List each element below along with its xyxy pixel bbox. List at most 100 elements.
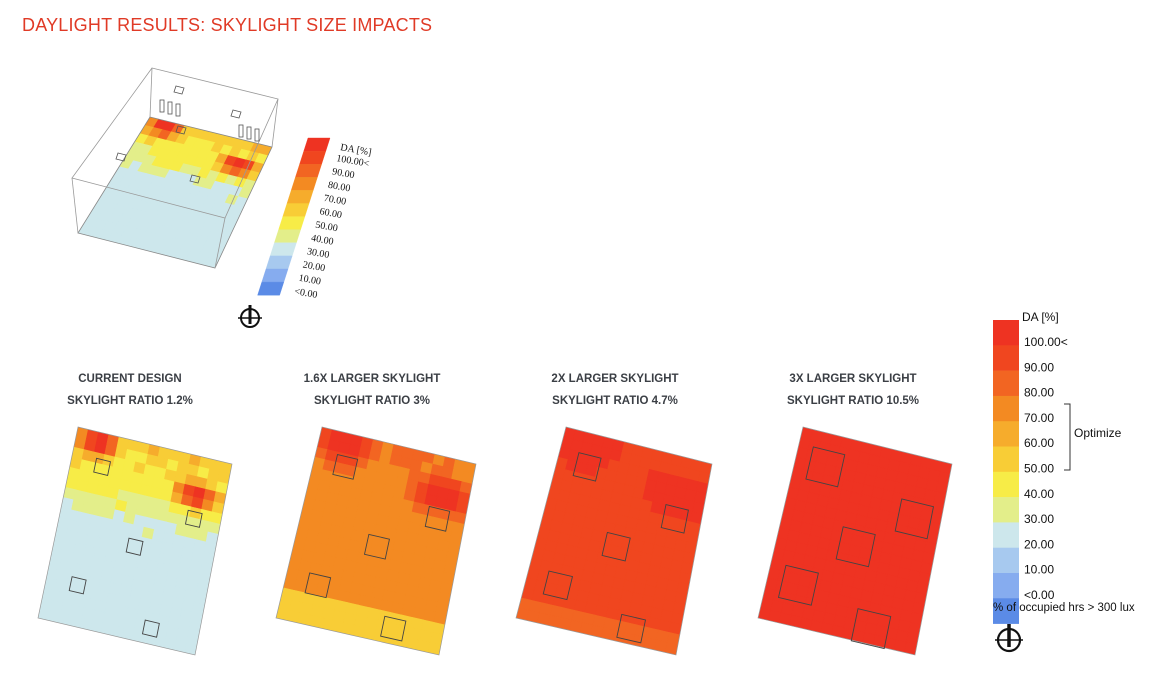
- legend-label: 100.00<: [1024, 335, 1068, 349]
- skylight-outline: [332, 453, 359, 480]
- small-legend-title: DA [%]: [339, 142, 372, 158]
- legend-label: 60.00: [1024, 436, 1054, 450]
- floor-plan-heatmap: [758, 427, 952, 655]
- iso-box-wireframe: [71, 67, 279, 269]
- legend-label: 70.00: [1024, 411, 1054, 425]
- floor-plans: [37, 426, 953, 656]
- legend-swatch: [993, 446, 1019, 473]
- small-legend-swatch: [257, 281, 285, 296]
- skylight-outline: [380, 615, 407, 642]
- legend-label: 20.00: [1024, 537, 1054, 551]
- legend-swatch: [993, 522, 1019, 548]
- skylight-outline: [805, 446, 846, 488]
- panel-title: 1.6X LARGER SKYLIGHT: [303, 373, 441, 385]
- legend-swatch: [993, 345, 1019, 371]
- panel-caption-current: CURRENT DESIGN SKYLIGHT RATIO 1.2%: [30, 368, 230, 412]
- skylight-outline: [660, 504, 689, 534]
- legend-swatch: [993, 320, 1019, 346]
- optimize-bracket: Optimize: [1064, 403, 1122, 471]
- legend-label: <0.00: [1024, 588, 1055, 602]
- legend-swatch: [993, 598, 1019, 624]
- floor-plan-outline: [515, 426, 713, 656]
- skylight-outline: [125, 537, 144, 556]
- legend-label: 30.00: [1024, 512, 1054, 526]
- legend-label: 90.00: [1024, 360, 1054, 374]
- floor-plan-heatmap: [516, 427, 712, 655]
- panel-caption-1-6x: 1.6X LARGER SKYLIGHT SKYLIGHT RATIO 3%: [272, 368, 472, 412]
- panel-caption-2x: 2X LARGER SKYLIGHT SKYLIGHT RATIO 4.7%: [515, 368, 715, 412]
- panel-title: 2X LARGER SKYLIGHT: [551, 373, 679, 385]
- skylight-outline: [572, 452, 602, 482]
- heatmap-cell: [664, 642, 679, 655]
- floor-plan-outline: [37, 426, 233, 656]
- skylight-outline: [601, 531, 631, 562]
- legend-swatch: [993, 497, 1019, 523]
- legend-label: 80.00: [1024, 386, 1054, 400]
- skylight-outline: [141, 619, 160, 638]
- legend-unit-note: % of occupied hrs > 300 lux: [993, 602, 1135, 614]
- legend-label: 10.00: [1024, 563, 1054, 577]
- heatmap-cell: [904, 642, 918, 655]
- skylight-outline: [777, 564, 819, 606]
- small-legend-label: 50.00: [314, 220, 338, 235]
- heatmap-cell: [427, 642, 442, 655]
- panel-ratio: SKYLIGHT RATIO 1.2%: [67, 395, 193, 407]
- skylight-outline: [68, 576, 87, 595]
- small-legend-label: 40.00: [310, 233, 334, 248]
- skylight-outline: [363, 533, 390, 560]
- floor-plan-heatmap: [276, 427, 476, 655]
- optimize-label: Optimize: [1074, 426, 1122, 440]
- small-legend-label: 90.00: [331, 166, 355, 181]
- legend-swatch: [993, 471, 1019, 498]
- page-title: DAYLIGHT RESULTS: SKYLIGHT SIZE IMPACTS: [22, 15, 433, 35]
- isometric-room-model: [71, 67, 279, 269]
- skylight-outline: [542, 570, 574, 601]
- skylight-outline: [835, 526, 876, 568]
- north-arrow-icon: [995, 624, 1023, 653]
- skylight-outline: [850, 608, 892, 650]
- skylight-outline: [184, 509, 203, 528]
- small-legend-label: 70.00: [323, 193, 347, 208]
- small-legend-label: <0.00: [293, 286, 318, 301]
- small-legend-swatch: [299, 150, 327, 165]
- small-legend-label: 60.00: [319, 206, 343, 221]
- small-legend-swatch: [295, 163, 322, 178]
- legend-label: 50.00: [1024, 462, 1054, 476]
- iso-skylights: [115, 85, 260, 184]
- legend-swatch: [993, 573, 1019, 599]
- small-legend-label: 20.00: [302, 260, 326, 275]
- skylight-outline: [894, 498, 934, 540]
- panel-ratio: SKYLIGHT RATIO 3%: [313, 395, 431, 407]
- legend-swatch: [993, 421, 1019, 447]
- small-legend-swatch: [282, 203, 310, 217]
- small-legend-swatch: [286, 190, 314, 204]
- small-legend-swatch: [303, 137, 331, 152]
- main-legend: DA [%] 100.00< 90.00 80.00 70.00 60.00 50.00 40…: [993, 310, 1068, 624]
- small-legend-label: 30.00: [306, 246, 330, 261]
- small-legend-swatch: [261, 268, 289, 283]
- floor-plan-outline: [757, 426, 953, 656]
- small-legend-label: 80.00: [327, 180, 351, 195]
- panel-caption-3x: 3X LARGER SKYLIGHT SKYLIGHT RATIO 10.5%: [753, 368, 953, 412]
- floor-plan-outline: [275, 426, 477, 656]
- legend-label: 40.00: [1024, 487, 1054, 501]
- heatmap-cell: [184, 642, 198, 655]
- skylight-outline: [304, 572, 332, 599]
- panel-title: CURRENT DESIGN: [78, 373, 182, 385]
- floor-plan-heatmap: [38, 427, 232, 655]
- small-legend-swatch: [290, 177, 318, 191]
- panel-ratio: SKYLIGHT RATIO 4.7%: [552, 395, 678, 407]
- iso-floor-heatmap: [78, 117, 272, 268]
- panel-title: 3X LARGER SKYLIGHT: [789, 373, 917, 385]
- legend-swatch: [993, 370, 1019, 397]
- legend-swatch: [993, 547, 1019, 574]
- skylight-outline: [424, 505, 451, 532]
- skylight-outline: [616, 613, 647, 644]
- small-legend-swatch: [265, 255, 293, 270]
- legend-swatch: [993, 395, 1019, 422]
- small-legend: DA [%]100.00<90.0080.0070.0060.0050.0040…: [257, 137, 372, 301]
- skylight-outline: [93, 457, 111, 476]
- small-legend-swatch: [274, 229, 301, 244]
- small-legend-label: 10.00: [298, 273, 322, 288]
